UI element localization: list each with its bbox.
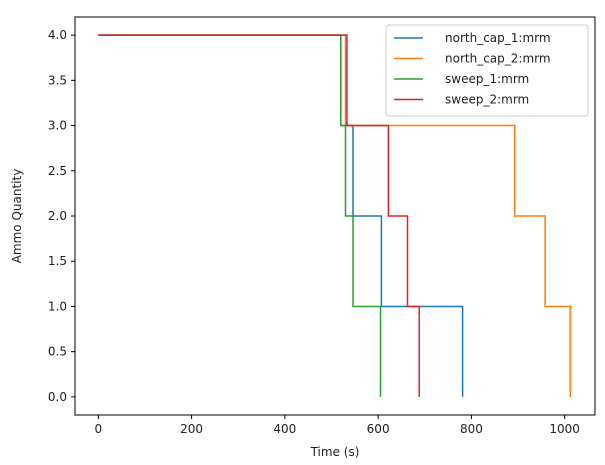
legend-label-1: north_cap_1:mrm [445,31,551,45]
legend-box [385,24,589,117]
y-tick-label: 3.0 [48,119,67,133]
y-axis-label: Ammo Quantity [10,169,24,264]
y-tick-label: 1.5 [48,254,67,268]
series-line-3 [98,34,382,397]
legend-label-4: sweep_2:mrm [445,93,529,107]
x-tick-label: 200 [180,422,203,436]
legend-label-3: sweep_1:mrm [445,72,529,86]
y-tick-label: 3.5 [48,73,67,87]
y-axis: 0.0 0.5 1.0 1.5 2.0 2.5 3.0 3.5 4.0 [48,28,75,404]
series-layer [98,34,572,397]
y-tick-label: 0.5 [48,345,67,359]
x-tick-label: 800 [460,422,483,436]
x-tick-label: 400 [273,422,296,436]
series-line-2 [98,34,572,397]
y-tick-label: 2.5 [48,164,67,178]
x-tick-label: 600 [367,422,390,436]
x-tick-label: 0 [94,422,102,436]
y-tick-label: 4.0 [48,28,67,42]
x-tick-label: 1000 [549,422,580,436]
series-line-4 [98,34,420,397]
legend: north_cap_1:mrm north_cap_2:mrm sweep_1:mr… [385,24,589,117]
x-axis: 0 200 400 600 800 1000 [94,415,580,436]
x-axis-label: Time (s) [310,445,360,459]
y-tick-label: 2.0 [48,209,67,223]
y-tick-label: 0.0 [48,390,67,404]
legend-label-2: north_cap_2:mrm [445,52,551,66]
y-tick-label: 1.0 [48,299,67,313]
